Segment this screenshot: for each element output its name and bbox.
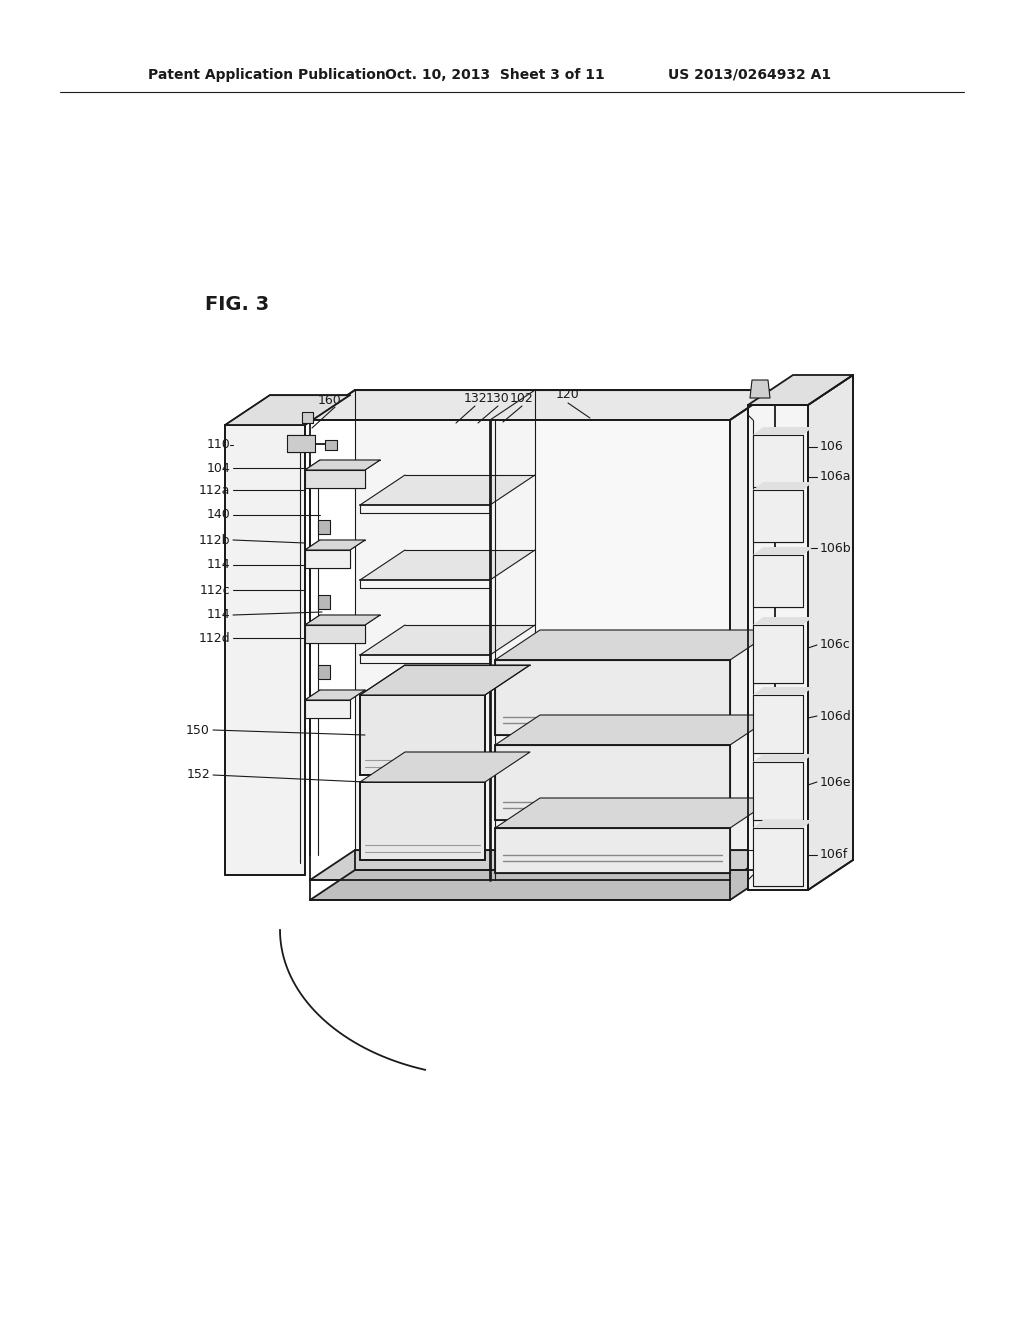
Polygon shape (753, 546, 813, 554)
Polygon shape (355, 389, 535, 850)
Polygon shape (305, 700, 350, 718)
Polygon shape (287, 436, 315, 451)
Text: 106a: 106a (820, 470, 852, 483)
Text: 106e: 106e (820, 776, 852, 788)
Text: 114: 114 (207, 558, 230, 572)
Polygon shape (225, 395, 350, 425)
Polygon shape (225, 425, 305, 875)
Polygon shape (305, 615, 380, 624)
Text: 150: 150 (186, 723, 210, 737)
Polygon shape (753, 426, 813, 436)
Text: 112b: 112b (199, 533, 230, 546)
Polygon shape (748, 375, 853, 405)
Text: Patent Application Publication: Patent Application Publication (148, 69, 386, 82)
Polygon shape (305, 540, 365, 550)
Text: 106f: 106f (820, 849, 848, 862)
Polygon shape (753, 490, 803, 543)
Polygon shape (753, 436, 803, 487)
Text: 120: 120 (556, 388, 580, 401)
Polygon shape (310, 389, 775, 420)
Polygon shape (360, 475, 535, 506)
Text: FIG. 3: FIG. 3 (205, 296, 269, 314)
Text: Oct. 10, 2013  Sheet 3 of 11: Oct. 10, 2013 Sheet 3 of 11 (385, 69, 605, 82)
Polygon shape (495, 744, 730, 820)
Text: 152: 152 (186, 768, 210, 781)
Text: 106: 106 (820, 441, 844, 454)
Polygon shape (753, 554, 803, 607)
Polygon shape (753, 624, 803, 682)
Text: 104: 104 (206, 462, 230, 474)
Polygon shape (305, 470, 365, 488)
Polygon shape (753, 482, 813, 490)
Polygon shape (318, 595, 330, 609)
Polygon shape (495, 660, 730, 735)
Polygon shape (750, 380, 770, 399)
Polygon shape (360, 624, 535, 655)
Text: 112a: 112a (199, 483, 230, 496)
Polygon shape (360, 696, 485, 775)
Polygon shape (808, 375, 853, 890)
Polygon shape (310, 870, 775, 900)
Polygon shape (748, 405, 808, 890)
Text: 110: 110 (206, 438, 230, 451)
Polygon shape (753, 754, 813, 762)
Text: 106b: 106b (820, 541, 852, 554)
Polygon shape (495, 715, 775, 744)
Text: 106c: 106c (820, 639, 851, 652)
Polygon shape (535, 389, 775, 850)
Polygon shape (360, 781, 485, 861)
Polygon shape (495, 799, 775, 828)
Text: 130: 130 (486, 392, 510, 404)
Polygon shape (305, 690, 365, 700)
Text: 160: 160 (318, 393, 342, 407)
Polygon shape (730, 389, 775, 880)
Text: 106d: 106d (820, 710, 852, 722)
Polygon shape (753, 686, 813, 696)
Text: 112c: 112c (200, 583, 230, 597)
Polygon shape (310, 850, 775, 880)
Polygon shape (753, 696, 803, 752)
Polygon shape (325, 440, 337, 450)
Polygon shape (305, 550, 350, 568)
Polygon shape (318, 665, 330, 678)
Text: 114: 114 (207, 609, 230, 622)
Text: 140: 140 (206, 508, 230, 521)
Polygon shape (753, 616, 813, 624)
Polygon shape (360, 550, 535, 579)
Text: US 2013/0264932 A1: US 2013/0264932 A1 (668, 69, 831, 82)
Polygon shape (753, 828, 803, 886)
Text: 132: 132 (463, 392, 486, 404)
Polygon shape (495, 630, 775, 660)
Polygon shape (318, 520, 330, 535)
Polygon shape (753, 762, 803, 820)
Polygon shape (753, 820, 813, 828)
Polygon shape (302, 412, 313, 422)
Polygon shape (495, 828, 730, 873)
Polygon shape (305, 459, 380, 470)
Polygon shape (360, 665, 530, 696)
Polygon shape (305, 624, 365, 643)
Polygon shape (360, 752, 530, 781)
Text: 102: 102 (510, 392, 534, 404)
Text: 112d: 112d (199, 631, 230, 644)
